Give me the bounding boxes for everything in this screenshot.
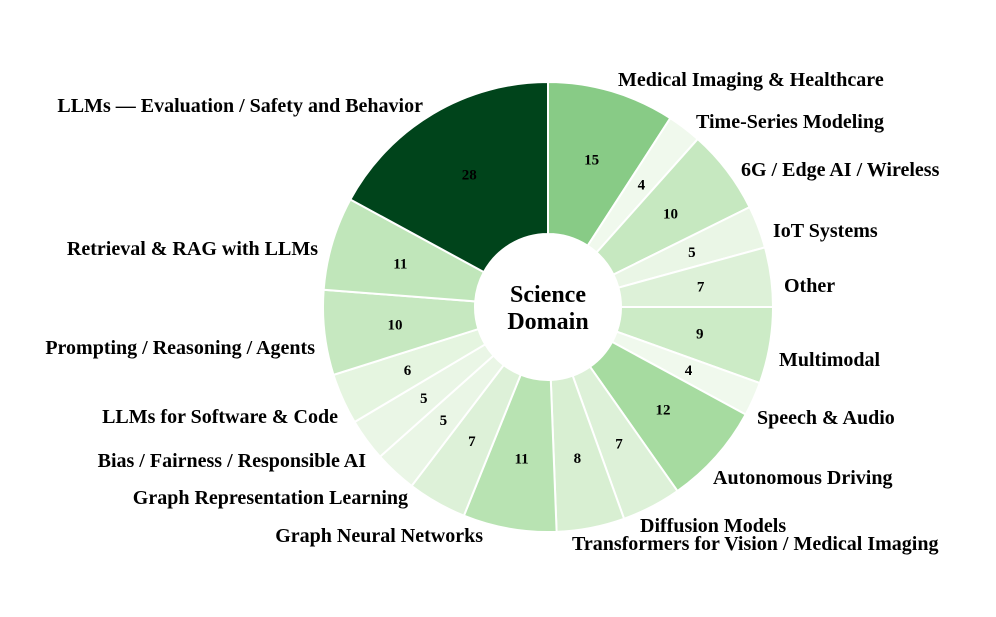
slice-label-10: Graph Neural Networks — [275, 525, 483, 547]
slice-value-8: 7 — [615, 437, 623, 453]
slice-label-2: 6G / Edge AI / Wireless — [741, 159, 940, 181]
slice-value-17: 28 — [462, 168, 477, 184]
slice-label-3: IoT Systems — [773, 220, 878, 242]
slice-value-1: 4 — [638, 178, 646, 194]
slice-value-11: 7 — [468, 434, 476, 450]
slice-value-10: 11 — [514, 452, 528, 468]
slice-label-16: LLMs — Evaluation / Safety and Behavior — [57, 95, 423, 117]
slice-label-14: Prompting / Reasoning / Agents — [45, 337, 315, 359]
slice-value-14: 6 — [404, 363, 412, 379]
slice-value-13: 5 — [420, 391, 428, 407]
slice-value-9: 8 — [574, 451, 582, 467]
slice-value-12: 5 — [440, 413, 448, 429]
slice-label-11: Graph Representation Learning — [133, 487, 408, 509]
center-label-line-1: Science — [510, 282, 586, 308]
slice-value-4: 7 — [697, 279, 705, 295]
slice-value-15: 10 — [388, 318, 403, 334]
slices-group — [322, 80, 775, 533]
slice-label-0: Medical Imaging & Healthcare — [618, 69, 884, 91]
slice-label-1: Time-Series Modeling — [696, 111, 884, 133]
slice-value-5: 9 — [696, 326, 704, 342]
slice-label-4: Other — [784, 275, 835, 297]
slice-value-0: 15 — [584, 152, 599, 168]
slice-label-5: Multimodal — [779, 349, 881, 371]
slice-label-13: LLMs for Software & Code — [102, 406, 338, 428]
slice-value-7: 12 — [655, 402, 670, 418]
slice-value-16: 11 — [393, 256, 407, 272]
slice-value-6: 4 — [685, 363, 693, 379]
labels-group: Medical Imaging & Healthcare Time-Series … — [45, 69, 939, 555]
slice-label-9: Transformers for Vision / Medical Imagin… — [572, 533, 938, 555]
center-label-line-2: Domain — [507, 309, 588, 335]
slice-label-12: Bias / Fairness / Responsible AI — [98, 450, 367, 472]
slice-value-2: 10 — [663, 207, 678, 223]
slice-label-7: Autonomous Driving — [713, 467, 892, 489]
slice-value-3: 5 — [688, 245, 696, 261]
slice-label-6: Speech & Audio — [757, 407, 895, 429]
slice-label-8: Diffusion Models — [640, 515, 786, 537]
donut-hole — [475, 234, 621, 380]
slice-label-15: Retrieval & RAG with LLMs — [67, 238, 318, 260]
